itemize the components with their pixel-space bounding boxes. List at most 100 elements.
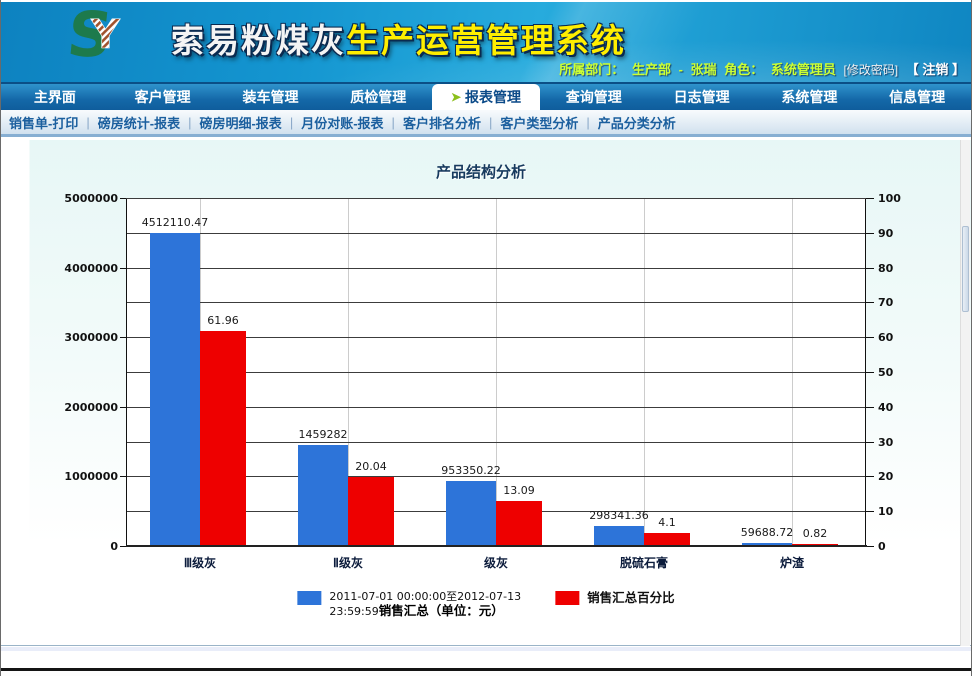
x-axis-line [126,545,867,547]
left-axis-tick [120,267,126,269]
app-header: S Y 索易粉煤灰生产运营管理系统 所属部门： 生产部 - 张瑞 角色： 系统管… [1,0,971,82]
svg-text:S: S [64,4,116,64]
right-axis-tick-label: 40 [878,400,894,414]
left-axis-tick [120,337,126,339]
bar-sales-total-炉渣 [742,542,792,547]
legend-sales-unit: 销售汇总（单位：元） [378,603,504,618]
right-axis-tick [866,267,874,269]
subnav-separator: | [391,114,395,130]
right-axis-tick [866,406,874,408]
value-label-sales-percent: 4.1 [658,515,676,529]
role-value: 系统管理员 [770,62,836,77]
value-label-sales-percent: 61.96 [207,314,239,328]
right-axis-tick-label: 70 [878,296,894,310]
chart-legend: 2011-07-01 00:00:00至2012-07-13 23:59:59销… [297,590,675,619]
left-axis-tick-label: 3000000 [64,331,118,345]
tab-label: 报表管理 [465,89,522,105]
tab-查询管理[interactable]: 查询管理 [540,84,648,110]
value-label-sales-total: 59688.72 [740,525,794,539]
subnav-separator: | [86,114,90,130]
value-label-sales-total: 1459282 [298,428,348,442]
right-axis-tick [866,198,874,199]
app-title: 索易粉煤灰生产运营管理系统 [171,14,626,62]
subnav-separator: | [289,114,294,130]
tab-质检管理[interactable]: 质检管理 [324,84,432,110]
left-axis-tick [120,476,126,478]
bar-sales-total-脱硫石膏 [594,526,644,547]
subnav-item-客户类型分析[interactable]: 客户类型分析 [500,115,579,131]
subnav-item-客户排名分析[interactable]: 客户排名分析 [402,115,481,131]
scrollbar-thumb[interactable] [962,226,969,312]
subnav-item-磅房明细-报表[interactable]: 磅房明细-报表 [199,115,282,131]
right-axis-tick-label: 60 [878,331,894,345]
tab-信息管理[interactable]: 信息管理 [863,84,971,110]
subnav-item-月份对账-报表[interactable]: 月份对账-报表 [301,115,384,131]
left-axis-tick [120,198,126,199]
gridline-vertical [644,199,645,547]
company-logo: S Y [53,0,163,71]
report-content: 产品结构分析 0 10 20 30 40 50 60 70 80 90 100 0 1000000 200… [1,140,971,646]
tab-报表管理[interactable]: ➤ 报表管理 [432,84,540,110]
app-title-system: 生产运营管理系统 [346,22,626,59]
gridline-vertical [496,199,497,547]
value-label-sales-total: 953350.22 [441,463,501,477]
legend-swatch-sales-total [297,591,322,605]
right-axis-tick [866,337,874,339]
gridline-vertical [348,199,349,547]
right-axis-tick-label: 0 [878,540,886,553]
logout-link[interactable]: 【 注销 】 [905,62,965,77]
legend-sales-time: 23:59:59 [329,605,379,618]
window-bottom-border [1,668,971,671]
tab-客户管理[interactable]: 客户管理 [109,84,217,110]
tab-系统管理[interactable]: 系统管理 [755,84,863,110]
legend-item-sales-percent: 销售汇总百分比 [555,590,675,605]
right-axis-tick-label: 10 [878,505,894,519]
gridline-horizontal [126,476,866,478]
left-axis-line [126,199,127,547]
category-label-脱硫石膏: 脱硫石膏 [619,556,669,570]
right-axis-tick-label: 100 [878,192,901,205]
window-bottom-margin [1,671,971,676]
gridline-horizontal [126,302,866,304]
tab-装车管理[interactable]: 装车管理 [217,84,325,110]
dept-label: 所属部门： [559,62,625,77]
tab-label: 主界面 [33,89,76,105]
right-axis-tick [866,232,874,234]
legend-label-sales-percent: 销售汇总百分比 [587,590,675,605]
left-axis-tick-label: 5000000 [64,192,118,205]
svg-text:Y: Y [90,12,121,58]
tab-label: 客户管理 [134,89,191,105]
right-axis-tick [866,511,874,513]
value-label-sales-percent: 0.82 [802,527,828,541]
subnav-separator: | [586,114,590,130]
value-label-sales-percent: 20.04 [355,460,387,474]
value-label-sales-percent: 13.09 [503,484,535,498]
subnav-item-产品分类分析[interactable]: 产品分类分析 [597,115,676,131]
bar-sales-total-Ⅲ级灰 [150,232,200,547]
legend-sales-dates: 2011-07-01 00:00:00至2012-07-13 [329,590,522,603]
role-label: 角色： [724,62,764,77]
dept-value: 生产部 [631,62,671,77]
subnav-item-磅房统计-报表[interactable]: 磅房统计-报表 [97,115,181,131]
bar-sales-total-级灰 [446,480,496,547]
left-axis-tick-label: 0 [110,540,118,553]
app-title-product: 索易粉煤灰 [171,22,346,59]
gridline-horizontal [126,337,866,339]
tab-主界面[interactable]: 主界面 [1,84,109,110]
chart-title: 产品结构分析 [435,164,527,181]
right-axis-tick-label: 50 [878,366,894,379]
bar-sales-percent-Ⅲ级灰 [200,331,246,547]
right-axis-tick-label: 20 [878,470,894,484]
left-axis-tick-label: 1000000 [64,470,118,484]
change-password-link[interactable]: [修改密码] [843,63,899,77]
tab-日志管理[interactable]: 日志管理 [648,84,756,110]
category-label-炉渣: 炉渣 [779,556,805,570]
vertical-scrollbar[interactable] [960,140,970,646]
subnav-item-销售单-打印[interactable]: 销售单-打印 [9,115,79,131]
gridline-horizontal [126,232,866,234]
right-axis-line [865,199,866,547]
right-axis-tick [866,372,874,373]
user-name: 张瑞 [690,62,717,77]
tab-label: 日志管理 [673,89,730,105]
bar-sales-total-Ⅱ级灰 [298,445,348,547]
